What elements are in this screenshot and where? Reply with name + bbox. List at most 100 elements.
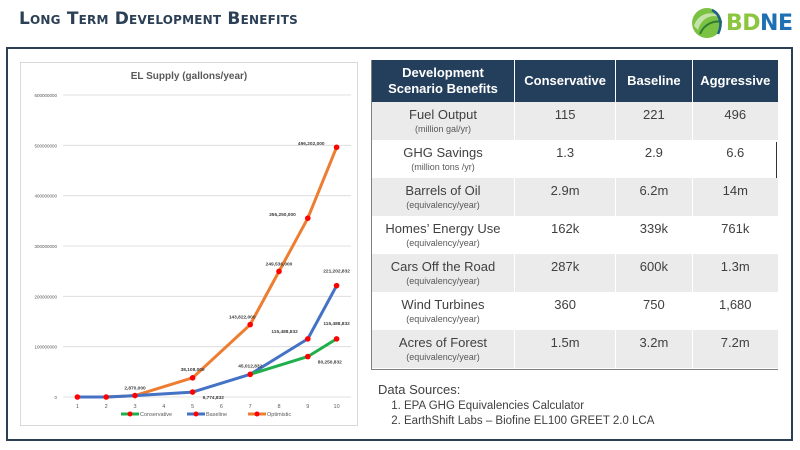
row-label-cell: Cars Off the Road (equivalency/year): [372, 254, 515, 292]
table-left-border: [371, 60, 372, 370]
value-cell: 2.9: [615, 140, 693, 178]
header-baseline: Baseline: [615, 60, 693, 102]
data-label: 221,202,832: [323, 269, 350, 275]
content-frame: [6, 47, 793, 441]
chart-svg: EL Supply (gallons/year) 0 100000000 200000…: [34, 71, 351, 418]
cell-value: 221: [643, 107, 665, 122]
bdne-logo: BDNE: [690, 6, 795, 40]
legend-label: Optimistic: [267, 412, 291, 418]
data-point: [333, 282, 340, 289]
row-label-cell: GHG Savings (million tons /yr): [372, 140, 515, 178]
cell-value: 750: [643, 297, 665, 312]
value-cell: 600k: [615, 254, 693, 292]
y-tick-label: 500000000: [34, 143, 57, 148]
data-label: 115,488,832: [323, 321, 350, 327]
x-tick-label: 9: [306, 404, 309, 410]
logo-bd: BD: [726, 10, 761, 36]
table-row: Wind Turbines (equivalency/year) 360 750 1,6…: [372, 292, 778, 330]
y-tick-label: 600000000: [34, 93, 57, 98]
sources-list: EPA GHG Equivalencies Calculator EarthSh…: [378, 399, 654, 429]
y-tick-label: 0: [54, 395, 57, 400]
series-line-baseline: [77, 284, 338, 399]
row-label: Homes’ Energy Use: [385, 221, 501, 236]
y-tick-label: 100000000: [34, 345, 57, 350]
cell-value: 14m: [722, 183, 748, 198]
value-cell: 221: [615, 102, 693, 140]
table-row: Barrels of Oil (equivalency/year) 2.9m 6.2m…: [372, 178, 778, 216]
header-conservative: Conservative: [514, 60, 617, 102]
cell-value: 360: [554, 297, 576, 312]
row-label: Acres of Forest: [398, 335, 488, 350]
el-supply-chart: EL Supply (gallons/year) 0 100000000 200000…: [20, 62, 358, 426]
value-cell: 1.3: [514, 140, 617, 178]
row-label: Wind Turbines: [401, 297, 485, 312]
table-row: Acres of Forest (equivalency/year) 1.5m 3.2…: [372, 330, 778, 368]
x-tick-label: 5: [191, 404, 194, 410]
table-bottom-border: [371, 369, 778, 370]
value-cell: 2.9m: [514, 178, 617, 216]
data-label: 496,202,000: [298, 141, 325, 147]
value-cell: 761k: [692, 216, 778, 254]
data-point: [305, 336, 311, 342]
row-label-cell: Homes’ Energy Use (equivalency/year): [372, 216, 515, 254]
row-label: Barrels of Oil: [405, 183, 481, 198]
x-tick-label: 4: [162, 404, 165, 410]
header-aggressive: Aggressive: [692, 60, 778, 102]
legend-marker: [127, 411, 133, 417]
row-label-cell: Fuel Output (million gal/yr): [372, 102, 515, 140]
leaf-swirl-icon: [692, 8, 723, 38]
cell-value: 1.3m: [720, 259, 750, 274]
value-cell: 496: [692, 102, 778, 140]
cell-value: 287k: [551, 259, 580, 274]
value-cell: 3.2m: [615, 330, 693, 368]
slide-title: Long Term Development Benefits: [19, 9, 298, 29]
row-label: Cars Off the Road: [390, 259, 496, 274]
y-tick-label: 200000000: [34, 294, 57, 299]
cell-value: 1.3: [556, 145, 575, 160]
data-point: [333, 336, 340, 342]
table-row: Cars Off the Road (equivalency/year) 287k 6…: [372, 254, 778, 292]
value-cell: 339k: [615, 216, 693, 254]
value-cell: 1.3m: [692, 254, 778, 292]
data-label: 249,536,000: [266, 261, 293, 267]
x-tick-label: 2: [105, 404, 108, 410]
value-cell: 162k: [514, 216, 617, 254]
data-point: [74, 394, 81, 400]
cell-value: 6.2m: [639, 183, 669, 198]
legend-marker: [254, 411, 260, 417]
row-label-cell: Wind Turbines (equivalency/year): [372, 292, 515, 330]
row-label-cell: Acres of Forest (equivalency/year): [372, 330, 515, 368]
value-cell: 14m: [692, 178, 778, 216]
logo-ne: NE: [760, 10, 793, 36]
value-cell: 6.6: [692, 140, 778, 178]
value-cell: 287k: [514, 254, 617, 292]
data-label: 9,774,832: [203, 395, 225, 401]
chart-title: EL Supply (gallons/year): [131, 71, 248, 82]
row-label: GHG Savings: [403, 145, 483, 160]
value-cell: 360: [514, 292, 617, 330]
data-label: 115,488,832: [271, 329, 298, 335]
value-cell: 6.2m: [615, 178, 693, 216]
data-point: [132, 392, 138, 399]
x-tick-label: 6: [220, 404, 223, 410]
table-row: Fuel Output (million gal/yr) 115 221 496: [372, 102, 778, 140]
row-unit: (equivalency/year): [406, 200, 480, 210]
row-unit: (million gal/yr): [414, 124, 471, 134]
cell-value: 496: [724, 107, 747, 122]
x-tick-label: 3: [133, 404, 136, 410]
value-cell: 1,680: [692, 292, 778, 330]
text-cursor: [776, 142, 777, 178]
value-cell: 115: [514, 102, 617, 140]
row-unit: (million tons /yr): [411, 162, 475, 172]
cell-value: 1.5m: [550, 335, 580, 350]
series-line-conservative: [249, 337, 338, 376]
data-label: 80,250,832: [318, 360, 342, 366]
row-unit: (equivalency/year): [406, 314, 480, 324]
value-cell: 7.2m: [692, 330, 778, 368]
data-sources: Data Sources: EPA GHG Equivalencies Calc…: [378, 382, 654, 429]
cell-value: 7.2m: [720, 335, 750, 350]
value-cell: 1.5m: [514, 330, 617, 368]
data-label: 143,822,000: [229, 315, 256, 321]
header-benefits: Development Scenario Benefits: [372, 60, 515, 102]
y-tick-label: 300000000: [34, 244, 57, 249]
